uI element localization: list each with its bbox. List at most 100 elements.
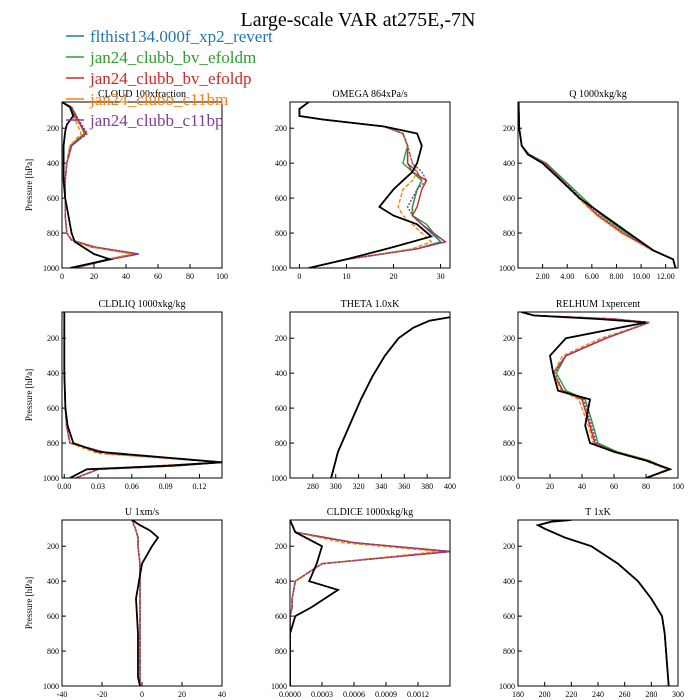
x-tick-label: 80	[642, 482, 650, 491]
plot-frame	[517, 311, 679, 479]
legend-item-4: jan24_clubb_c11bm	[66, 90, 228, 109]
y-tick-label: 600	[47, 612, 59, 621]
x-tick-label: 180	[512, 690, 524, 699]
panel-title: CLOUD 100xfraction	[98, 89, 186, 100]
plot-frame	[289, 101, 451, 269]
y-axis-label: Pressure [hPa]	[24, 369, 34, 421]
y-tick-label: 1000	[43, 474, 59, 483]
x-tick-label: 240	[592, 690, 604, 699]
y-tick-label: 1000	[499, 682, 515, 691]
plot-frame	[289, 311, 451, 479]
y-tick-label: 600	[503, 194, 515, 203]
series-line-3	[330, 316, 450, 478]
x-tick-label: 200	[539, 690, 551, 699]
legend-label: flthist134.000f_xp2_revert	[90, 27, 273, 46]
x-tick-label: 20	[90, 272, 98, 281]
series-line-2	[290, 520, 450, 686]
x-tick-label: 300	[330, 482, 342, 491]
y-tick-label: 400	[47, 159, 59, 168]
series-line-4	[536, 520, 670, 686]
y-tick-label: 1000	[43, 682, 59, 691]
x-tick-label: 20	[178, 690, 186, 699]
series-line-5	[536, 520, 670, 686]
x-tick-label: 100	[672, 482, 684, 491]
y-tick-label: 800	[47, 647, 59, 656]
panel-title: RELHUM 1xpercent	[556, 299, 640, 310]
x-tick-label: 0	[297, 272, 301, 281]
x-tick-label: 12.00	[657, 272, 675, 281]
y-tick-label: 800	[503, 229, 515, 238]
y-tick-label: 400	[503, 577, 515, 586]
plot-frame	[289, 519, 451, 687]
y-tick-label: 400	[503, 159, 515, 168]
series-line-3	[298, 102, 447, 268]
x-tick-label: 380	[421, 482, 433, 491]
series-line-2	[63, 312, 222, 478]
x-tick-label: 40	[578, 482, 586, 491]
x-tick-label: 320	[353, 482, 365, 491]
x-tick-label: 0.00	[57, 482, 71, 491]
x-tick-label: 60	[154, 272, 162, 281]
y-tick-label: 800	[503, 647, 515, 656]
series-line-1	[330, 316, 450, 478]
panel-title: T 1xK	[585, 507, 611, 518]
y-tick-label: 200	[503, 542, 515, 551]
reference-line	[518, 102, 677, 268]
series-line-2	[521, 312, 671, 478]
legend-item-2: jan24_clubb_bv_efoldm	[66, 48, 256, 67]
x-tick-label: 0	[516, 482, 520, 491]
y-tick-label: 400	[275, 159, 287, 168]
x-tick-label: 10	[342, 272, 350, 281]
y-tick-label: 1000	[499, 474, 515, 483]
y-tick-label: 200	[47, 542, 59, 551]
x-tick-label: 400	[444, 482, 456, 491]
y-tick-label: 800	[47, 229, 59, 238]
series-line-4	[298, 102, 433, 268]
x-tick-label: 30	[437, 272, 445, 281]
x-tick-label: 6.00	[585, 272, 599, 281]
series-line-4	[518, 102, 677, 268]
series-line-3	[536, 520, 670, 686]
legend-item-1: flthist134.000f_xp2_revert	[66, 27, 273, 46]
x-tick-label: 0	[140, 690, 144, 699]
plot-frame	[61, 311, 223, 479]
series-line-1	[290, 520, 450, 686]
series-line-5	[518, 102, 677, 268]
reference-line	[298, 102, 434, 268]
x-tick-label: -20	[97, 690, 108, 699]
plot-frame	[61, 101, 223, 269]
x-tick-label: 280	[645, 690, 657, 699]
series-line-3	[518, 102, 677, 268]
series-line-1	[521, 312, 671, 478]
x-tick-label: -40	[57, 690, 68, 699]
y-tick-label: 200	[275, 124, 287, 133]
series-line-4	[521, 312, 669, 478]
panel-title: U 1xm/s	[125, 507, 159, 518]
plot-frame	[61, 519, 223, 687]
x-tick-label: 0	[60, 272, 64, 281]
reference-line	[290, 520, 341, 686]
reference-line	[330, 316, 450, 478]
x-tick-label: 0.0009	[375, 690, 397, 699]
panel-title: Q 1000xkg/kg	[569, 89, 627, 100]
y-axis-label: Pressure [hPa]	[24, 577, 34, 629]
reference-line	[131, 520, 160, 686]
y-tick-label: 200	[47, 334, 59, 343]
y-tick-label: 1000	[271, 682, 287, 691]
x-tick-label: 0.0012	[407, 690, 429, 699]
panel-title: CLDICE 1000xkg/kg	[327, 507, 413, 518]
panel-title: THETA 1.0xK	[341, 299, 400, 310]
series-line-4	[62, 102, 133, 268]
legend-item-3: jan24_clubb_bv_efoldp	[66, 69, 251, 88]
y-tick-label: 800	[47, 439, 59, 448]
legend-label: jan24_clubb_bv_efoldp	[89, 69, 251, 88]
y-tick-label: 600	[47, 404, 59, 413]
panel-3: 200 400 600 800 1000 2.00 4.00 6.00 8.00 10.00 12.…	[499, 89, 679, 281]
series-line-4	[63, 312, 222, 478]
y-tick-label: 1000	[499, 264, 515, 273]
x-tick-label: 80	[186, 272, 194, 281]
series-line-5	[290, 520, 450, 686]
